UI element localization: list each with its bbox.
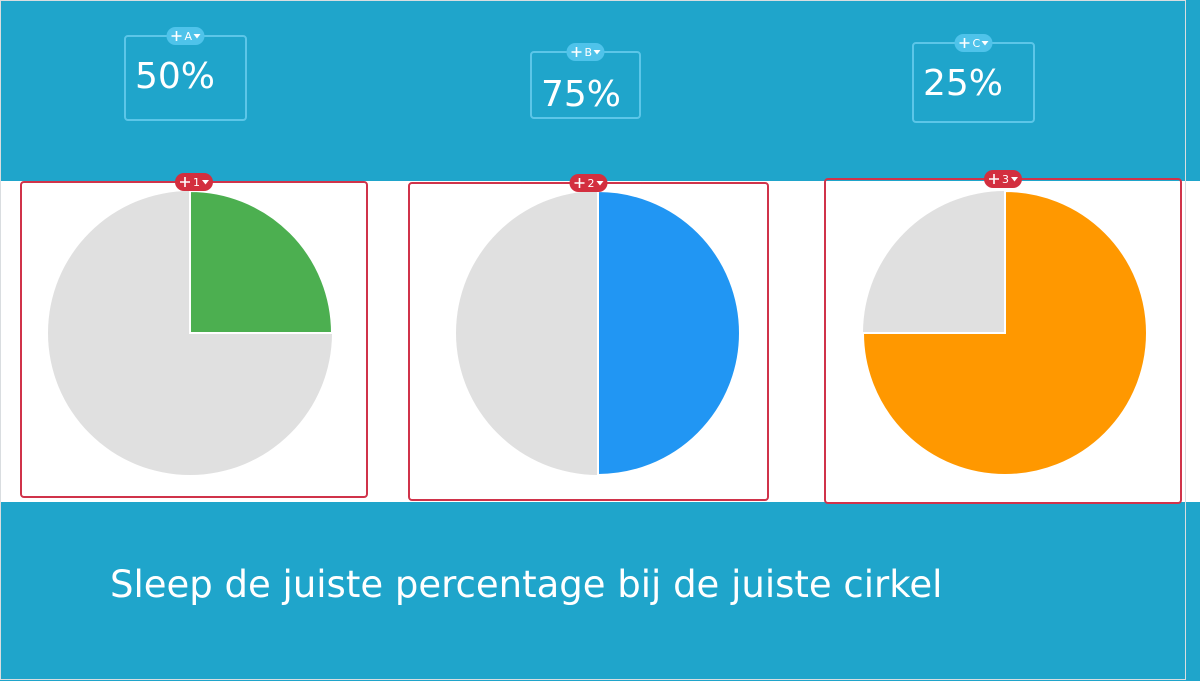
- pie-slice: [597, 189, 741, 477]
- handle-tag[interactable]: 1: [175, 173, 213, 191]
- answer-label[interactable]: 75%: [541, 74, 621, 115]
- tag-label: 1: [193, 176, 200, 189]
- tag-label: B: [585, 46, 593, 59]
- tag-label: 2: [588, 177, 595, 190]
- move-icon: [574, 178, 585, 188]
- move-icon: [171, 31, 182, 41]
- draggable-answer[interactable]: 75% B: [530, 43, 641, 119]
- dropdown-arrow: [202, 180, 209, 185]
- draggable-answer[interactable]: 25% C: [912, 34, 1035, 123]
- drop-zone[interactable]: 3: [824, 170, 1182, 504]
- answer-label[interactable]: 50%: [135, 56, 215, 97]
- handle-tag[interactable]: B: [566, 43, 605, 61]
- move-icon: [989, 174, 999, 184]
- dropdown-arrow: [193, 34, 201, 39]
- handle-tag[interactable]: C: [954, 34, 993, 52]
- move-icon: [571, 47, 582, 57]
- instruction: Sleep de juiste percentage bij de juiste…: [110, 563, 942, 606]
- handle-tag[interactable]: 3: [984, 170, 1022, 188]
- handle-tag[interactable]: 2: [569, 174, 608, 192]
- draggable-answer[interactable]: 50% A: [124, 27, 247, 121]
- dropdown-arrow: [593, 50, 601, 55]
- drop-zone[interactable]: 2: [408, 174, 769, 501]
- pie-slice: [861, 189, 1148, 476]
- tag-label: C: [973, 37, 981, 50]
- move-icon: [180, 177, 190, 187]
- answer-label[interactable]: 25%: [923, 63, 1003, 104]
- dropdown-arrow: [596, 181, 604, 186]
- handle-tag[interactable]: A: [166, 27, 205, 45]
- drop-zone[interactable]: 1: [20, 173, 368, 498]
- pie-slice: [189, 189, 334, 334]
- move-icon: [959, 38, 970, 48]
- dropdown-arrow: [1011, 177, 1018, 182]
- dropdown-arrow: [981, 41, 989, 46]
- tag-label: 3: [1002, 173, 1009, 186]
- tag-label: A: [185, 30, 193, 43]
